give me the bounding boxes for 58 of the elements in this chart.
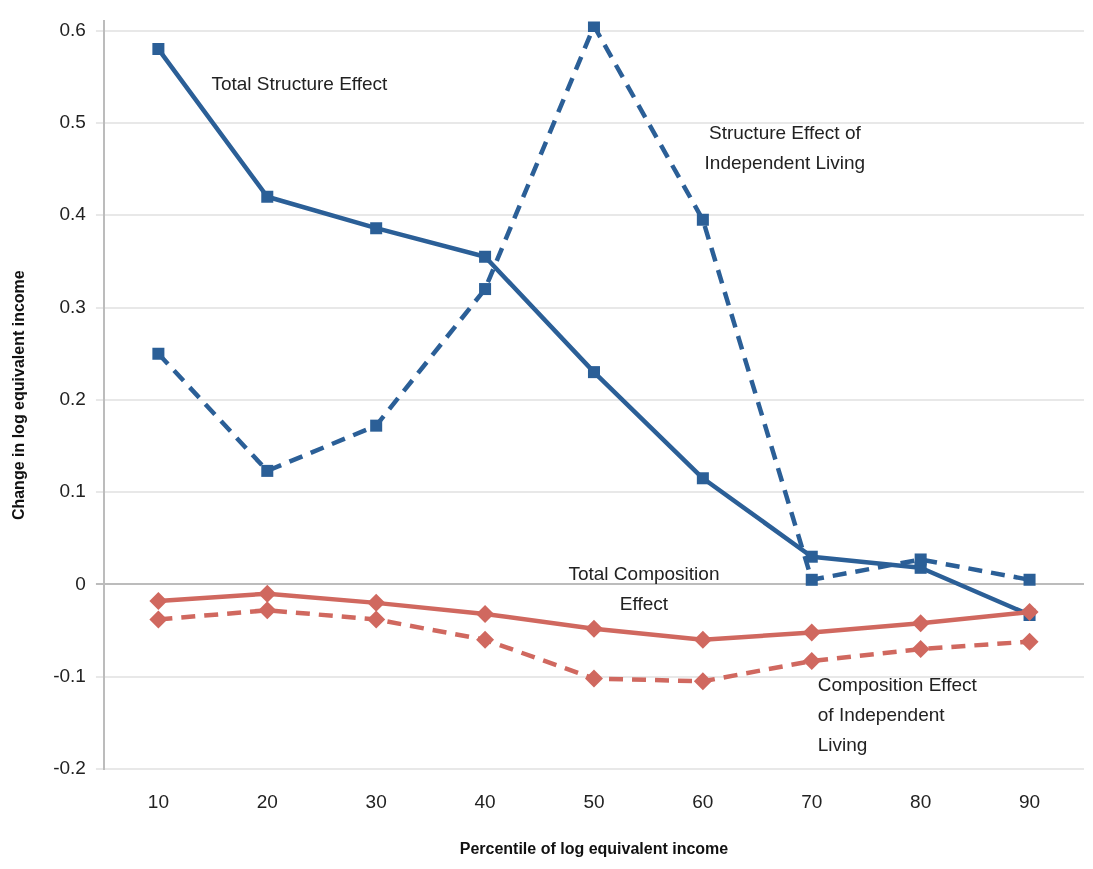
point bbox=[258, 584, 277, 603]
x-tick-label: 80 bbox=[910, 790, 932, 812]
point bbox=[584, 619, 603, 638]
point bbox=[911, 614, 930, 633]
x-tick-label: 40 bbox=[474, 790, 496, 812]
point bbox=[696, 213, 709, 226]
y-tick-label: 0 bbox=[75, 572, 86, 594]
point bbox=[805, 550, 818, 563]
point bbox=[696, 472, 709, 485]
point bbox=[149, 610, 168, 629]
point bbox=[479, 283, 492, 296]
point bbox=[476, 604, 495, 623]
y-tick-label: 0.1 bbox=[59, 480, 86, 502]
point bbox=[587, 366, 600, 379]
point bbox=[693, 630, 712, 649]
y-tick-label: 0.3 bbox=[59, 295, 86, 317]
x-tick-label: 60 bbox=[692, 790, 714, 812]
y-tick-label: 0.2 bbox=[59, 388, 86, 410]
point bbox=[261, 464, 274, 477]
point bbox=[1020, 603, 1039, 622]
series-label: Total Composition Effect bbox=[568, 562, 720, 614]
point bbox=[1023, 573, 1036, 586]
y-tick-label: 0.5 bbox=[59, 111, 86, 133]
y-tick-label: 0.4 bbox=[59, 203, 87, 225]
point bbox=[693, 672, 712, 691]
point bbox=[258, 601, 277, 620]
point bbox=[152, 347, 165, 360]
point bbox=[370, 222, 383, 235]
point bbox=[367, 610, 386, 629]
x-axis-title: Percentile of log equivalent income bbox=[459, 839, 729, 857]
series-label: Composition Effect of Independent Living bbox=[817, 674, 978, 756]
point bbox=[802, 623, 821, 642]
point bbox=[476, 630, 495, 649]
y-tick-label: 0.6 bbox=[59, 18, 86, 40]
x-tick-label: 30 bbox=[365, 790, 387, 812]
x-tick-label: 70 bbox=[801, 790, 823, 812]
series-label: Total Structure Effect bbox=[211, 73, 389, 95]
point bbox=[479, 250, 492, 263]
y-tick-label: -0.1 bbox=[53, 664, 86, 686]
series-label: Structure Effect of Independent Living bbox=[704, 122, 866, 174]
x-tick-label: 90 bbox=[1018, 790, 1041, 812]
x-tick-label: 50 bbox=[583, 790, 605, 812]
x-tick-label: 10 bbox=[147, 790, 169, 812]
point bbox=[261, 190, 274, 203]
point bbox=[152, 43, 165, 56]
y-axis-title: Change in log equivalent income bbox=[10, 270, 28, 521]
point bbox=[584, 669, 603, 688]
point bbox=[367, 593, 386, 612]
point bbox=[370, 419, 383, 432]
point bbox=[1020, 632, 1039, 651]
point bbox=[802, 652, 821, 671]
y-tick-label: -0.2 bbox=[53, 757, 86, 779]
point bbox=[149, 592, 168, 611]
x-tick-label: 20 bbox=[256, 790, 278, 812]
point bbox=[914, 553, 927, 566]
point bbox=[587, 21, 600, 33]
point bbox=[805, 573, 818, 586]
point bbox=[911, 640, 930, 659]
